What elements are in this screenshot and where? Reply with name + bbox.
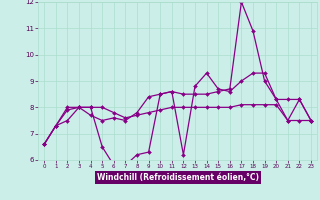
X-axis label: Windchill (Refroidissement éolien,°C): Windchill (Refroidissement éolien,°C) bbox=[97, 173, 259, 182]
